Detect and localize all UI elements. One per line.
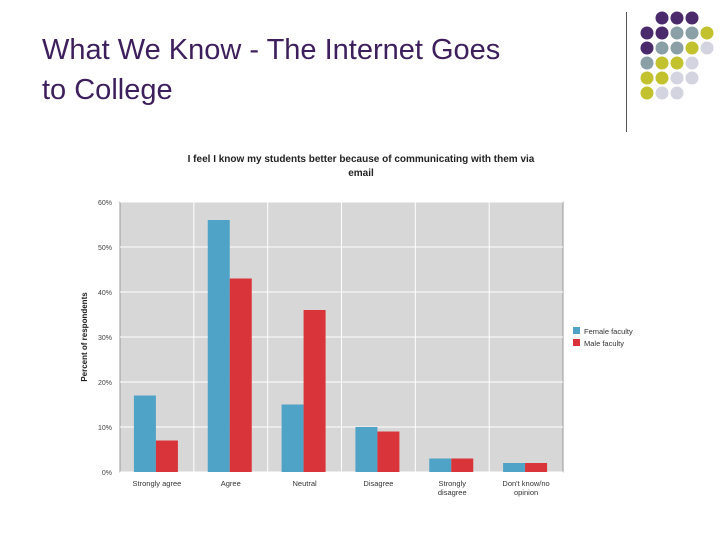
decorative-dot [700, 26, 714, 40]
decorative-dot [655, 11, 669, 25]
decorative-dot [685, 71, 699, 85]
bar-female [355, 427, 378, 472]
decorative-dot [670, 11, 684, 25]
decorative-dot [670, 41, 684, 55]
decorative-dot [670, 71, 684, 85]
y-tick-label: 0% [102, 470, 112, 477]
bar-male [229, 278, 252, 472]
slide-title-line-1: What We Know - The Internet Goes [42, 34, 501, 66]
x-tick-label: Neutral [292, 479, 317, 488]
x-tick-label: Don't know/no [502, 479, 549, 488]
chart-title-line-2: email [348, 168, 374, 179]
bar-male [303, 310, 326, 472]
bar-female [503, 463, 526, 472]
decorative-dot-grid [640, 11, 714, 100]
decorative-dot [655, 71, 669, 85]
decorative-dot [685, 56, 699, 70]
y-tick-label: 20% [98, 380, 112, 387]
decorative-dot [640, 56, 654, 70]
decorative-dot [670, 86, 684, 100]
decorative-dot [685, 11, 699, 25]
bar-male [525, 463, 548, 472]
slide-title: What We Know - The Internet Goes to Coll… [42, 30, 622, 110]
decorative-dot [670, 56, 684, 70]
legend-swatch [573, 327, 580, 334]
decorative-dot [685, 26, 699, 40]
bar-chart: I feel I know my students better because… [80, 154, 633, 497]
y-tick-label: 60% [98, 200, 112, 207]
bar-female [429, 458, 452, 472]
decorative-dot [640, 86, 654, 100]
x-tick-label: Agree [221, 479, 241, 488]
decorative-dot [670, 26, 684, 40]
legend-swatch [573, 339, 580, 346]
bar-male [451, 458, 474, 472]
bar-female [133, 395, 156, 472]
legend-label: Female faculty [584, 327, 633, 336]
x-tick-label: disagree [438, 488, 467, 497]
decorative-dot [655, 86, 669, 100]
y-axis-label: Percent of respondents [80, 292, 89, 382]
title-divider [626, 12, 627, 132]
decorative-dot [640, 71, 654, 85]
x-tick-label: Strongly [438, 479, 466, 488]
decorative-dot [685, 41, 699, 55]
decorative-dot [640, 26, 654, 40]
y-tick-label: 40% [98, 290, 112, 297]
y-tick-label: 10% [98, 425, 112, 432]
slide-title-line-2: to College [42, 74, 173, 106]
bar-male [377, 431, 400, 472]
chart-title-line-1: I feel I know my students better because… [188, 154, 535, 165]
y-tick-label: 50% [98, 245, 112, 252]
decorative-dot [700, 41, 714, 55]
decorative-dot [640, 41, 654, 55]
bar-female [207, 220, 230, 472]
x-tick-label: Strongly agree [133, 479, 182, 488]
decorative-dot [655, 41, 669, 55]
y-tick-label: 30% [98, 335, 112, 342]
x-tick-label: Disagree [363, 479, 393, 488]
decorative-dot [655, 26, 669, 40]
bar-male [155, 440, 178, 472]
bar-female [281, 404, 304, 472]
x-tick-label: opinion [514, 488, 538, 497]
legend-label: Male faculty [584, 339, 624, 348]
decorative-dot [655, 56, 669, 70]
